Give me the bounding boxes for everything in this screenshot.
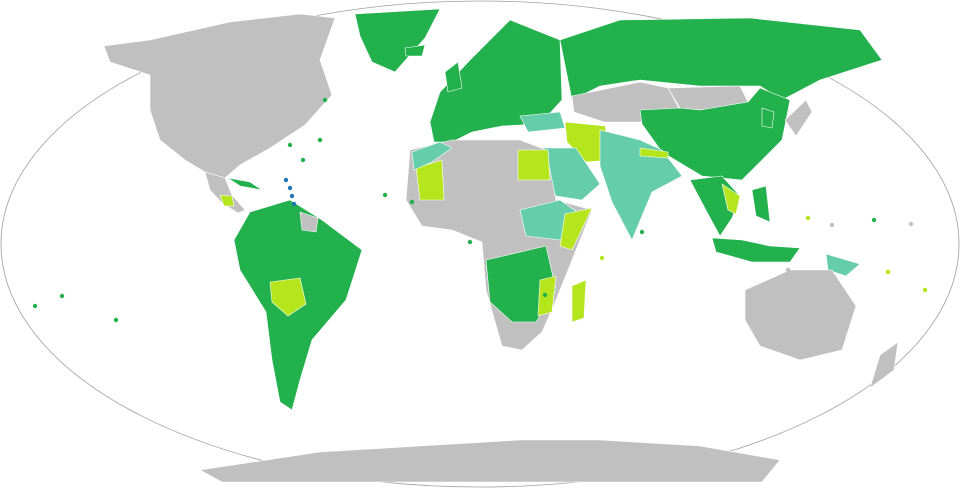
region-iceland [404,44,426,57]
region-new-zealand [869,341,899,389]
island-marker [382,192,388,198]
island-marker [283,177,289,183]
island-marker [32,303,38,309]
island-marker [322,97,328,103]
island-marker [113,317,119,323]
region-central-america [204,171,246,214]
region-indonesia [711,237,801,263]
island-marker [871,217,877,223]
region-mozambique [537,275,557,317]
island-marker [785,267,791,273]
region-greenland [354,8,441,73]
region-cuba [227,177,263,191]
region-north-america [103,13,336,179]
region-uk-ireland [444,61,463,93]
island-marker [829,222,835,228]
island-marker [599,255,605,261]
region-bolivia [269,277,307,317]
region-japan [784,99,813,137]
region-antarctica [199,439,781,483]
island-marker [805,215,811,221]
region-guianas [299,211,319,233]
region-egypt [517,149,551,181]
island-marker [542,292,548,298]
island-marker [300,157,306,163]
region-mauritania-mali [415,159,445,201]
region-philippines [751,185,771,223]
region-turkey [519,111,566,133]
island-marker [289,193,295,199]
region-korea [761,107,775,129]
region-australia [744,269,857,361]
region-western-sahara-morocco [411,141,453,171]
island-marker [922,287,928,293]
island-marker [287,142,293,148]
region-somalia [559,207,593,251]
island-marker [908,221,914,227]
island-marker [885,269,891,275]
region-papua-new-guinea [825,253,861,277]
island-marker [409,199,415,205]
island-marker [639,229,645,235]
island-marker [317,137,323,143]
region-guatemala [219,194,235,207]
region-nepal [639,147,669,159]
region-vietnam [721,183,741,215]
island-marker [287,185,293,191]
region-madagascar [571,279,587,323]
island-marker [291,201,297,207]
island-marker [59,293,65,299]
island-marker [467,239,473,245]
